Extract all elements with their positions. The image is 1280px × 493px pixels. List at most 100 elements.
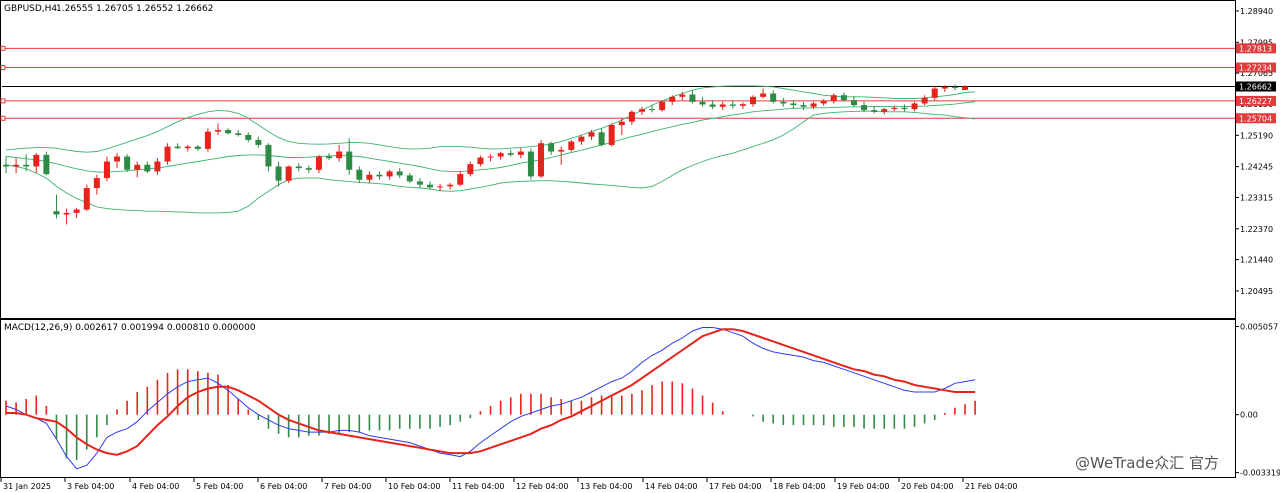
chart-symbol: GBPUSD,H4	[4, 4, 57, 14]
candle-body-18	[184, 146, 191, 149]
candle-body-71	[719, 104, 726, 107]
macd-panel	[0, 319, 1236, 478]
time-tick-label-10: 14 Feb 04:00	[645, 482, 697, 491]
candle-body-79	[800, 105, 807, 107]
level-tag-bg-1	[1236, 62, 1276, 73]
price-tick-label-7: 1.22370	[1240, 225, 1273, 234]
candle-body-67	[679, 94, 686, 97]
candle-body-42	[426, 184, 433, 188]
candle-body-62	[628, 111, 635, 122]
candle-body-4	[43, 154, 50, 175]
time-tick-label-1: 3 Feb 04:00	[67, 482, 114, 491]
candle-body-35	[356, 169, 363, 180]
candle-body-17	[174, 146, 181, 149]
candle-body-56	[568, 141, 575, 150]
current-price-tag-label: 1.26662	[1239, 82, 1272, 91]
candle-body-7	[73, 209, 80, 213]
candle-body-51	[517, 151, 524, 155]
candle-body-45	[457, 174, 464, 185]
candle-body-5	[53, 211, 60, 215]
macd-tick-label-2: -0.003319	[1240, 469, 1280, 478]
candle-body-87	[881, 109, 888, 112]
candle-body-55	[558, 149, 565, 152]
level-tag-label-3: 1.25704	[1239, 114, 1272, 123]
candle-body-59	[598, 132, 605, 145]
candle-body-53	[538, 143, 545, 177]
candle-body-20	[204, 131, 211, 149]
price-tick-label-5: 1.24245	[1240, 163, 1273, 172]
level-tag-label-1: 1.27234	[1239, 64, 1272, 73]
candle-body-48	[487, 156, 494, 158]
candle-body-12	[124, 156, 131, 170]
candle-body-68	[689, 94, 696, 102]
candle-body-50	[507, 153, 514, 155]
candle-body-61	[618, 121, 625, 126]
level-marker-3	[0, 115, 6, 121]
macd-signal-line	[6, 328, 976, 456]
candle-body-92	[931, 88, 938, 98]
candle-body-8	[83, 188, 90, 210]
time-tick-label-3: 5 Feb 04:00	[196, 482, 243, 491]
candle-body-24	[245, 134, 252, 140]
price-tick-label-9: 1.20495	[1240, 287, 1273, 296]
price-panel	[0, 0, 1236, 319]
candle-body-40	[406, 175, 413, 182]
candle-body-39	[396, 171, 403, 176]
candle-body-25	[255, 139, 262, 145]
candle-body-6	[63, 212, 70, 215]
candle-body-43	[437, 186, 444, 188]
macd-tick-label-1: 0.00	[1240, 411, 1258, 420]
macd-readout: MACD(12,26,9) 0.002617 0.001994 0.000810…	[4, 323, 256, 333]
time-tick-label-7: 11 Feb 04:00	[452, 482, 504, 491]
candle-body-57	[578, 136, 585, 142]
candle-body-37	[376, 174, 383, 177]
candle-body-81	[820, 101, 827, 104]
candle-body-85	[861, 105, 868, 111]
candle-body-3	[33, 154, 40, 167]
time-tick-label-13: 19 Feb 04:00	[837, 482, 889, 491]
candle-body-19	[194, 146, 201, 149]
level-marker-1	[0, 65, 6, 71]
candle-body-65	[659, 101, 666, 111]
candle-body-69	[699, 101, 706, 105]
candle-body-63	[638, 109, 645, 112]
candle-body-49	[497, 153, 504, 157]
level-tag-bg-3	[1236, 113, 1276, 124]
price-tick-label-2: 1.27065	[1240, 69, 1273, 78]
candle-body-16	[164, 146, 171, 162]
macd-indicator	[5, 327, 976, 470]
level-tag-label-2: 1.26227	[1239, 97, 1272, 106]
candle-body-91	[921, 97, 928, 104]
level-marker-2	[0, 98, 6, 104]
candles	[3, 84, 968, 225]
candle-body-89	[901, 107, 908, 110]
macd-axis: 0.005057 0.00 -0.003319	[1235, 322, 1280, 478]
candle-body-64	[649, 109, 656, 111]
time-tick-label-12: 18 Feb 04:00	[773, 482, 825, 491]
candle-body-72	[729, 104, 736, 106]
time-tick-label-0: 31 Jan 2025	[3, 482, 51, 491]
price-tick-label-1: 1.27995	[1240, 38, 1273, 47]
ohlc-readout: 1.26555 1.26705 1.26552 1.26662	[56, 4, 213, 14]
candle-body-47	[477, 157, 484, 165]
time-tick-label-6: 10 Feb 04:00	[388, 482, 440, 491]
candle-body-26	[265, 144, 272, 167]
candle-body-58	[588, 132, 595, 137]
candle-body-80	[810, 103, 817, 107]
candle-body-28	[285, 166, 292, 181]
candle-body-70	[709, 104, 716, 107]
price-axis: 1.289401.279951.270651.261301.251901.242…	[1235, 7, 1276, 296]
candle-body-2	[23, 164, 30, 167]
watermark: @WeTrade众汇 官方	[1075, 454, 1219, 472]
candle-body-11	[114, 156, 121, 162]
candle-body-22	[225, 129, 232, 134]
time-tick-label-9: 13 Feb 04:00	[580, 482, 632, 491]
time-tick-label-5: 7 Feb 04:00	[324, 482, 371, 491]
candle-body-38	[386, 171, 393, 177]
candle-body-94	[951, 86, 958, 88]
price-tick-label-8: 1.21440	[1240, 256, 1273, 265]
candle-body-15	[154, 161, 161, 172]
band-lower	[5, 110, 976, 214]
level-tag-bg-0	[1236, 43, 1276, 54]
